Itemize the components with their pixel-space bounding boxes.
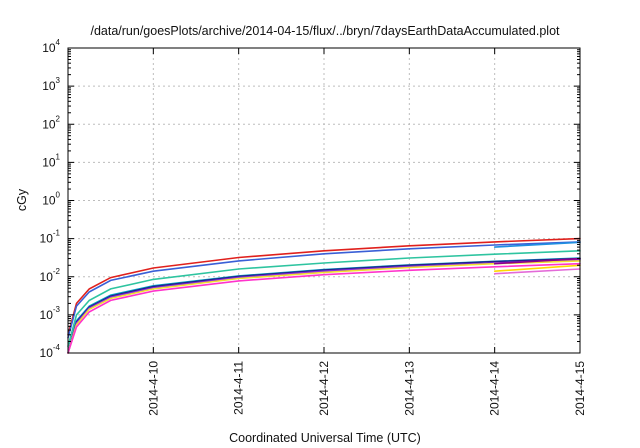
- x-tick-label: 2014-4-10: [146, 361, 160, 416]
- x-tick-label: 2014-4-15: [573, 361, 587, 416]
- y-tick-label: 10-3: [40, 305, 61, 322]
- y-tick-label: 103: [42, 76, 60, 93]
- y-axis-label: cGy: [15, 188, 29, 211]
- grid: [68, 48, 580, 353]
- y-tick-labels: 10-4 10-3 10-2 10-1 100 101 102 103 104: [40, 38, 580, 360]
- x-tick-labels: 2014-4-10 2014-4-11 2014-4-12 2014-4-13 2014…: [146, 48, 587, 416]
- series-line: [67, 262, 581, 354]
- series-line: [493, 241, 581, 248]
- series-line: [67, 237, 581, 336]
- series-line: [67, 260, 581, 354]
- y-tick-label: 104: [42, 38, 60, 55]
- x-tick-label: 2014-4-14: [488, 361, 502, 416]
- series-line: [67, 250, 581, 348]
- series-line: [493, 264, 581, 273]
- x-tick-label: 2014-4-12: [317, 361, 331, 416]
- x-axis-label: Coordinated Universal Time (UTC): [229, 431, 421, 445]
- x-tick-label: 2014-4-13: [402, 361, 416, 416]
- y-tick-label: 101: [42, 152, 60, 169]
- y-tick-label: 102: [42, 114, 60, 131]
- chart-title: /data/run/goesPlots/archive/2014-04-15/f…: [90, 24, 560, 38]
- y-tick-label: 10-2: [40, 267, 61, 284]
- series-line: [493, 257, 581, 265]
- series-layer: [67, 237, 581, 354]
- y-tick-label: 10-4: [40, 343, 61, 360]
- series-line: [67, 241, 581, 339]
- series-line: [493, 268, 581, 275]
- x-tick-label: 2014-4-11: [232, 361, 246, 415]
- y-tick-label: 100: [42, 191, 60, 208]
- y-tick-label: 10-1: [40, 229, 61, 246]
